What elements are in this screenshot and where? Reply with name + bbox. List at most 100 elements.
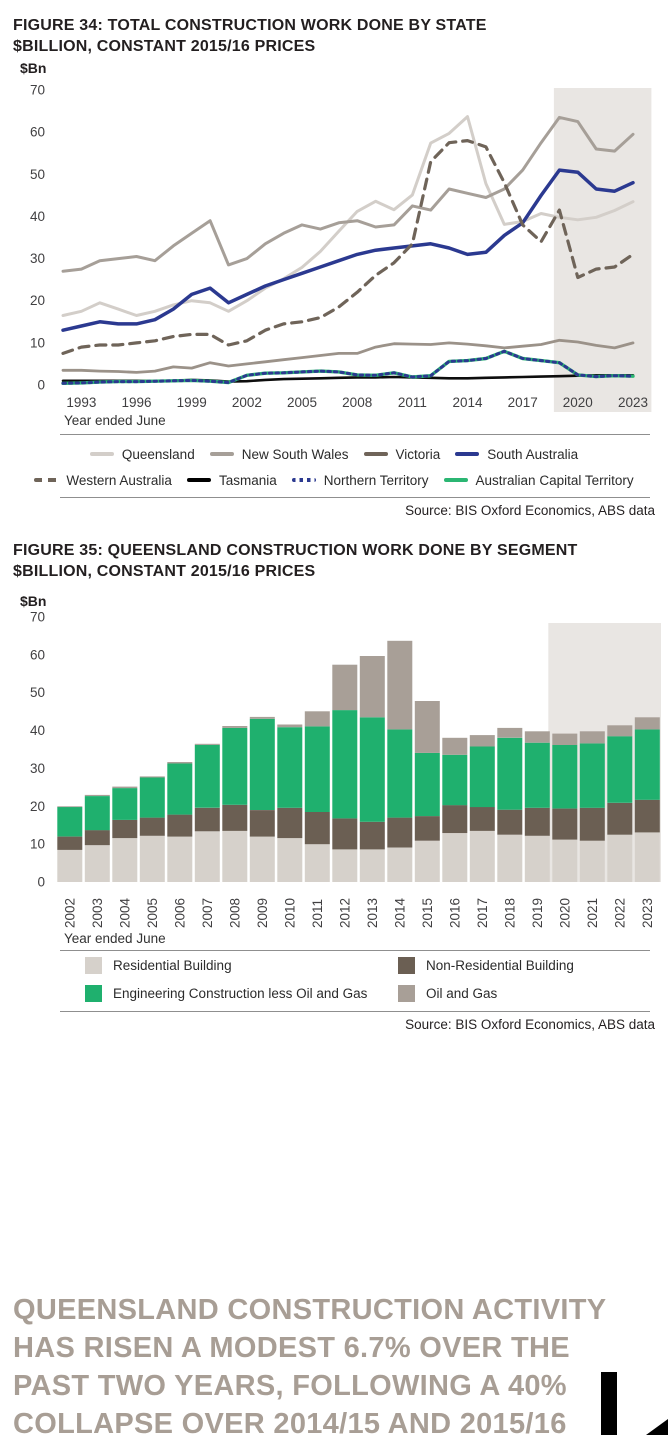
headline-line: PAST TWO YEARS, FOLLOWING A 40% bbox=[13, 1370, 567, 1402]
svg-text:2005: 2005 bbox=[145, 898, 160, 928]
headline-line: COLLAPSE OVER 2014/15 AND 2015/16 bbox=[13, 1408, 567, 1435]
svg-text:70: 70 bbox=[30, 610, 45, 625]
legend-swatch bbox=[89, 452, 114, 456]
legend-item: Queensland bbox=[89, 446, 195, 462]
svg-text:40: 40 bbox=[30, 723, 45, 738]
svg-text:1999: 1999 bbox=[177, 395, 207, 410]
svg-text:2016: 2016 bbox=[448, 898, 463, 928]
legend-label: Oil and Gas bbox=[426, 986, 498, 1001]
svg-text:2008: 2008 bbox=[342, 395, 372, 410]
legend-label: Residential Building bbox=[113, 958, 232, 973]
svg-text:2002: 2002 bbox=[232, 395, 262, 410]
fig35-bar-chart: 0 10 20 30 40 50 60 70 2002 2003 2004 2005 2006 2007 2… bbox=[30, 610, 661, 928]
fig34-x-axis-note: Year ended June bbox=[64, 413, 166, 428]
svg-text:2023: 2023 bbox=[618, 395, 648, 410]
svg-text:30: 30 bbox=[30, 251, 45, 266]
legend-swatch bbox=[209, 452, 234, 456]
legend-label: Victoria bbox=[395, 446, 441, 462]
fig34-source-label: Source: BIS Oxford Economics, ABS data bbox=[405, 503, 655, 518]
corner-wedge-icon bbox=[646, 1419, 668, 1435]
legend-swatch bbox=[34, 478, 59, 482]
svg-text:2008: 2008 bbox=[228, 898, 243, 928]
legend-label: Engineering Construction less Oil and Ga… bbox=[113, 986, 368, 1001]
legend-item: Australian Capital Territory bbox=[443, 472, 634, 488]
legend-swatch bbox=[363, 452, 388, 456]
svg-text:2020: 2020 bbox=[563, 395, 593, 410]
svg-text:2009: 2009 bbox=[255, 898, 270, 928]
svg-text:2021: 2021 bbox=[585, 898, 600, 928]
legend-swatch bbox=[186, 478, 211, 482]
svg-text:1993: 1993 bbox=[66, 395, 96, 410]
divider bbox=[60, 950, 650, 951]
svg-text:2002: 2002 bbox=[63, 898, 78, 928]
svg-text:0: 0 bbox=[37, 378, 45, 393]
svg-text:1996: 1996 bbox=[121, 395, 151, 410]
figure35-subtitle: $BILLION, CONSTANT 2015/16 PRICES bbox=[13, 562, 316, 580]
svg-text:10: 10 bbox=[30, 335, 45, 350]
svg-text:50: 50 bbox=[30, 167, 45, 182]
svg-text:2012: 2012 bbox=[338, 898, 353, 928]
legend-label: Northern Territory bbox=[323, 472, 429, 488]
svg-text:20: 20 bbox=[30, 293, 45, 308]
legend-swatch bbox=[85, 985, 102, 1002]
legend-item: Oil and Gas bbox=[398, 985, 655, 1002]
legend-label: South Australia bbox=[487, 446, 579, 462]
svg-text:50: 50 bbox=[30, 685, 45, 700]
fig34-y-unit-label: $Bn bbox=[20, 60, 47, 76]
legend-item: South Australia bbox=[455, 447, 578, 462]
legend-label: Australian Capital Territory bbox=[475, 472, 634, 488]
legend-swatch bbox=[443, 478, 468, 482]
svg-text:2020: 2020 bbox=[558, 898, 573, 928]
svg-text:30: 30 bbox=[30, 761, 45, 776]
svg-text:2011: 2011 bbox=[310, 899, 325, 928]
svg-text:20: 20 bbox=[30, 799, 45, 814]
svg-text:2022: 2022 bbox=[613, 898, 628, 928]
black-bar-graphic bbox=[601, 1372, 617, 1435]
svg-text:0: 0 bbox=[37, 875, 45, 890]
legend-item: Residential Building bbox=[85, 957, 398, 974]
legend-item: Non-Residential Building bbox=[398, 957, 655, 974]
svg-text:2023: 2023 bbox=[640, 898, 655, 928]
svg-text:2017: 2017 bbox=[508, 395, 538, 410]
svg-text:60: 60 bbox=[30, 647, 45, 662]
headline-text: QUEENSLAND CONSTRUCTION ACTIVITY HAS RIS… bbox=[13, 1291, 653, 1435]
svg-text:2015: 2015 bbox=[420, 898, 435, 928]
svg-text:2017: 2017 bbox=[475, 898, 490, 928]
legend-item: Western Australia bbox=[34, 473, 172, 488]
svg-text:60: 60 bbox=[30, 125, 45, 140]
legend-label: Queensland bbox=[121, 446, 195, 462]
fig35-y-unit-label: $Bn bbox=[20, 593, 47, 609]
figure34-title: FIGURE 34: TOTAL CONSTRUCTION WORK DONE … bbox=[13, 17, 487, 34]
figure35-title: FIGURE 35: QUEENSLAND CONSTRUCTION WORK … bbox=[13, 542, 578, 559]
svg-text:10: 10 bbox=[30, 837, 45, 852]
headline-line: QUEENSLAND CONSTRUCTION ACTIVITY bbox=[13, 1294, 607, 1326]
svg-text:70: 70 bbox=[30, 83, 45, 98]
legend-swatch bbox=[398, 957, 415, 974]
fig35-legend: Residential Building Non-Residential Buil… bbox=[85, 957, 655, 1002]
svg-text:2011: 2011 bbox=[398, 395, 427, 410]
legend-item: Victoria bbox=[363, 446, 441, 462]
divider bbox=[60, 497, 650, 498]
svg-text:2019: 2019 bbox=[530, 898, 545, 928]
svg-text:2007: 2007 bbox=[200, 898, 215, 928]
figure34-subtitle: $BILLION, CONSTANT 2015/16 PRICES bbox=[13, 37, 316, 55]
legend-swatch bbox=[85, 957, 102, 974]
svg-text:2006: 2006 bbox=[173, 898, 188, 928]
svg-text:40: 40 bbox=[30, 209, 45, 224]
legend-swatch bbox=[291, 478, 316, 482]
svg-text:2014: 2014 bbox=[393, 897, 408, 928]
divider bbox=[60, 1011, 650, 1012]
legend-item: Tasmania bbox=[186, 473, 277, 488]
svg-text:2018: 2018 bbox=[503, 898, 518, 928]
svg-text:2005: 2005 bbox=[287, 395, 317, 410]
legend-label: Western Australia bbox=[66, 472, 172, 488]
legend-item: Engineering Construction less Oil and Ga… bbox=[85, 985, 398, 1002]
svg-text:2004: 2004 bbox=[118, 897, 133, 928]
svg-text:2013: 2013 bbox=[365, 898, 380, 928]
fig34-line-chart: 0 10 20 30 40 50 60 70 1993 1996 1999 2002 2005 2008 2… bbox=[30, 83, 652, 412]
fig35-source-label: Source: BIS Oxford Economics, ABS data bbox=[405, 1017, 655, 1032]
legend-swatch bbox=[455, 452, 480, 456]
legend-item: Northern Territory bbox=[291, 472, 429, 488]
svg-text:2003: 2003 bbox=[90, 898, 105, 928]
